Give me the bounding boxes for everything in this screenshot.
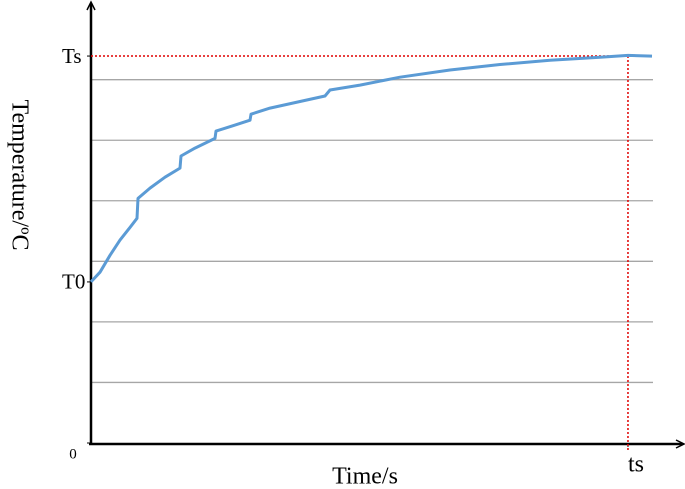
y-tick-label: 0 [69, 446, 77, 462]
y-tick-label: Ts [62, 44, 82, 68]
x-axis-arrow [675, 439, 685, 449]
y-axis-arrow [86, 0, 96, 11]
x-tick-label: ts [628, 452, 644, 478]
y-axis-title: Temperature/ºC [6, 99, 32, 250]
data-line [89, 53, 653, 283]
y-tick-label: T0 [62, 270, 85, 294]
x-axis-title: Time/s [332, 464, 398, 489]
